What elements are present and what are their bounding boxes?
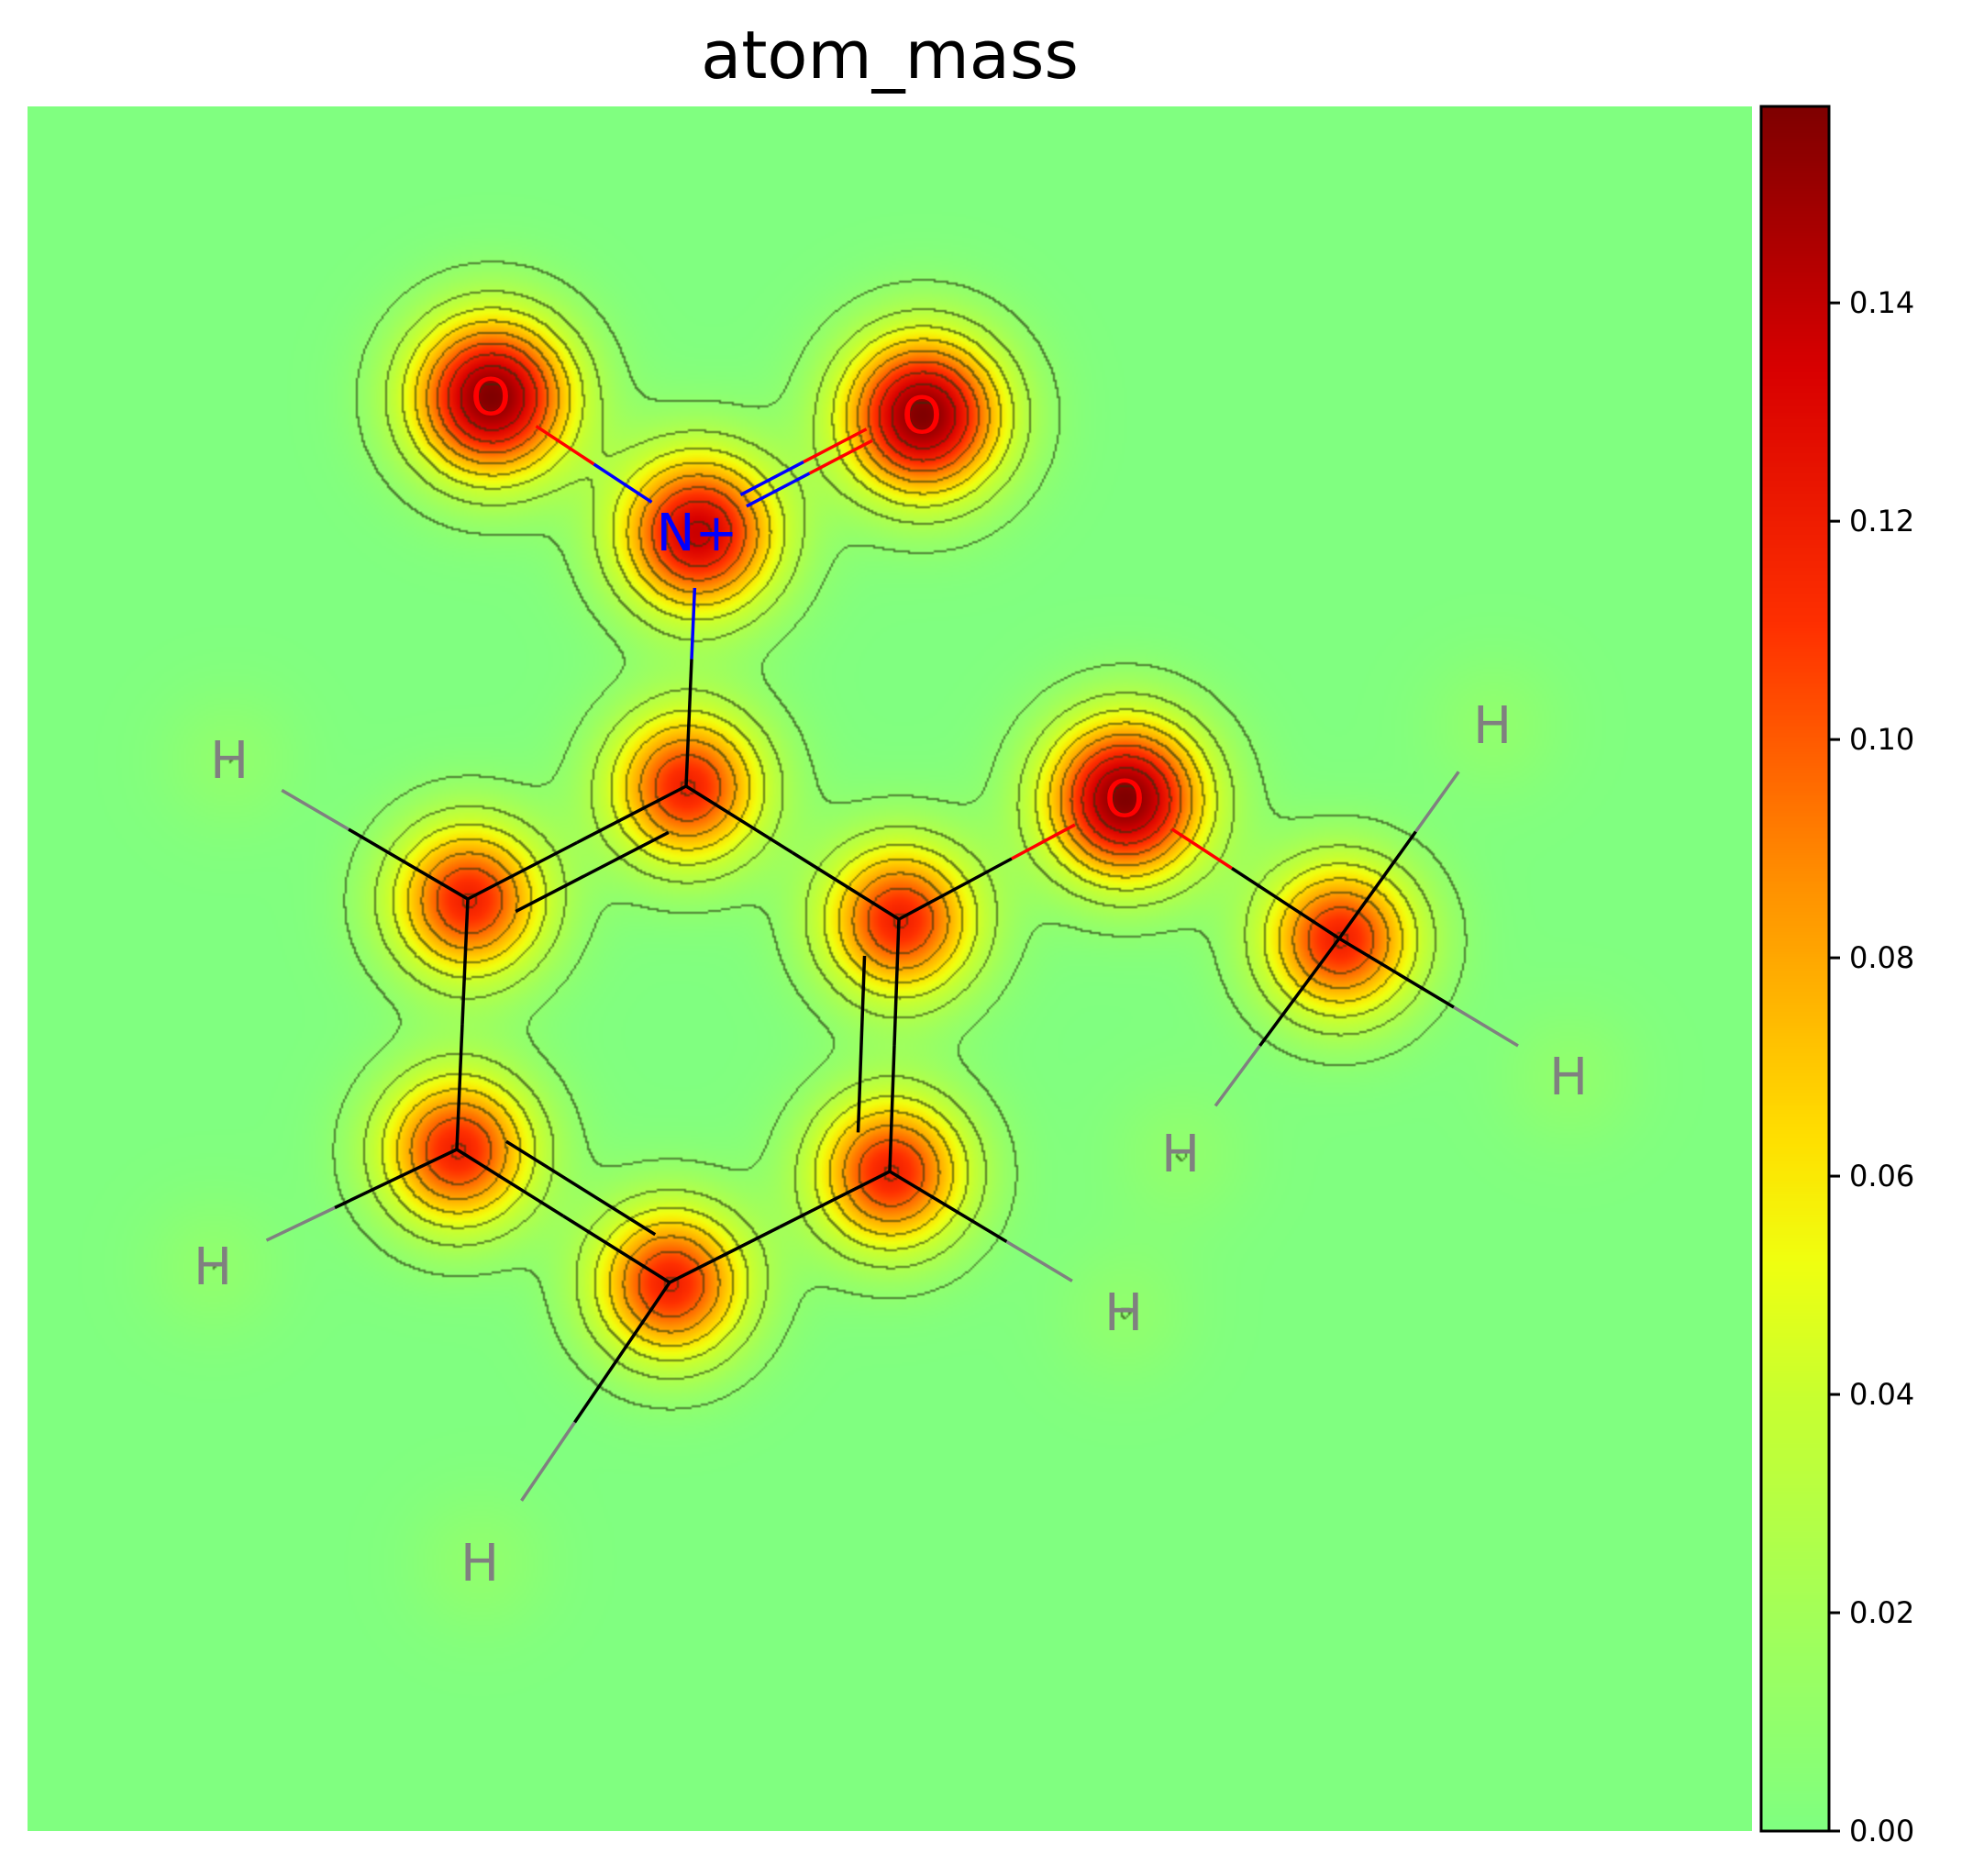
bond-15-half-a	[1337, 830, 1417, 940]
bond-7-half-a	[888, 1045, 896, 1172]
colorbar-tick-label: 0.08	[1849, 940, 1914, 975]
bond-0-half-b	[593, 462, 653, 504]
bond-8-half-a	[792, 851, 900, 921]
bond-12-half-a	[334, 1148, 458, 1210]
colorbar-tick-label: 0.00	[1849, 1814, 1914, 1848]
bond-4-half-b	[455, 1024, 464, 1150]
heatmap-image	[28, 106, 1752, 1831]
bond-10-half-b	[1231, 867, 1340, 940]
atom-label-h-15: H	[1473, 696, 1512, 756]
bond-11-half-b	[281, 788, 349, 831]
bond-5-half-b	[562, 1215, 671, 1284]
chart-title: atom_mass	[701, 17, 1079, 94]
atom-label-h-13: H	[460, 1534, 499, 1593]
atom-label-h-17: H	[1161, 1125, 1200, 1184]
atom-label-h-11: H	[210, 731, 249, 791]
bond-14-half-b	[1005, 1239, 1073, 1282]
colorbar	[1761, 106, 1829, 1831]
bond-3-half-b	[467, 840, 578, 901]
atom-label-h-12: H	[194, 1238, 232, 1297]
bond-6-half-b	[779, 1170, 891, 1229]
bond-9-half-b	[1011, 823, 1076, 860]
bond-16-half-b	[1453, 1005, 1519, 1048]
bond-7-half-b	[892, 918, 901, 1046]
bond-13-half-b	[520, 1421, 576, 1502]
bond-1-double-b	[739, 461, 804, 496]
bond-3-double	[515, 830, 670, 914]
colorbar-tick-label: 0.04	[1849, 1377, 1914, 1412]
bond-5-double	[504, 1139, 657, 1237]
atom-label-o-1: O	[902, 386, 942, 446]
atom-label-h-14: H	[1104, 1283, 1143, 1343]
colorbar-tick-label: 0.14	[1849, 285, 1914, 320]
atom-labels-layer: O O N+ O H H H H H H H	[194, 368, 1588, 1593]
bond-5-half-a	[456, 1148, 564, 1217]
bond-3-half-a	[576, 784, 687, 845]
colorbar-tick-label: 0.12	[1849, 504, 1914, 538]
colorbar-tick-label: 0.06	[1849, 1159, 1914, 1193]
colorbar-tick-label: 0.02	[1849, 1595, 1914, 1630]
bond-7-double	[856, 955, 867, 1133]
bond-10-half-a	[1170, 827, 1233, 870]
bond-2-half-a	[690, 587, 697, 660]
bond-1-half-b	[746, 472, 811, 508]
atom-label-o-9: O	[1104, 770, 1145, 829]
bond-12-half-b	[265, 1205, 336, 1242]
bond-1-double-a	[803, 427, 868, 464]
bonds-layer	[265, 425, 1519, 1502]
bond-17-half-b	[1214, 1044, 1261, 1107]
bond-1-half-a	[808, 438, 873, 475]
colorbar-ticks: 0.00 0.02 0.04 0.06 0.08 0.10 0.12 0.14	[1829, 285, 1914, 1848]
colorbar-frame	[1759, 105, 1831, 1833]
atom-label-h-16: H	[1549, 1048, 1588, 1107]
colorbar-tick-label: 0.10	[1849, 722, 1914, 757]
bond-6-half-a	[669, 1225, 781, 1284]
atom-label-o-0: O	[471, 368, 511, 427]
bond-2-half-b	[684, 659, 693, 787]
bond-11-half-a	[348, 827, 469, 901]
bond-0-half-a	[535, 425, 595, 466]
atom-label-n-2: N+	[657, 504, 738, 563]
bond-16-half-a	[1338, 937, 1455, 1009]
bond-4-half-a	[460, 898, 470, 1025]
bond-14-half-a	[889, 1170, 1008, 1244]
bond-9-half-a	[898, 857, 1013, 921]
bond-17-half-a	[1258, 937, 1341, 1048]
bond-8-half-b	[685, 784, 793, 854]
bond-13-half-a	[573, 1282, 671, 1424]
bond-15-half-b	[1414, 771, 1460, 833]
